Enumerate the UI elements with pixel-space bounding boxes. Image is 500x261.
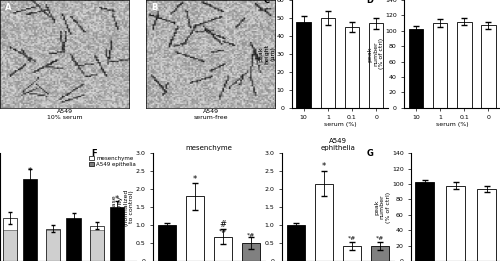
Bar <box>369 23 384 108</box>
X-axis label: A549
10% serum: A549 10% serum <box>47 109 82 120</box>
Bar <box>90 230 104 261</box>
Bar <box>186 196 204 261</box>
Bar <box>371 246 390 261</box>
Text: C: C <box>264 0 270 5</box>
Bar <box>46 229 60 261</box>
Bar <box>478 189 496 261</box>
Bar <box>446 186 465 261</box>
Y-axis label: peak
number
(% of ctrl): peak number (% of ctrl) <box>367 38 384 69</box>
Bar <box>110 207 124 261</box>
X-axis label: serum (%): serum (%) <box>436 122 468 127</box>
Y-axis label: caspase
activity
(normalized
to control): caspase activity (normalized to control) <box>112 188 134 226</box>
Text: D: D <box>366 0 374 5</box>
Text: *#: *# <box>376 236 384 241</box>
Text: *#: *# <box>247 233 255 238</box>
Bar <box>23 179 38 261</box>
Bar <box>320 18 335 108</box>
Bar <box>416 182 434 261</box>
Text: *#: *# <box>219 229 227 234</box>
Bar <box>344 27 359 108</box>
Bar <box>343 246 361 261</box>
X-axis label: serum (%): serum (%) <box>324 122 356 127</box>
X-axis label: A549
serum-free: A549 serum-free <box>194 109 228 120</box>
Title: mesenchyme: mesenchyme <box>186 145 232 151</box>
Bar <box>90 226 104 261</box>
Bar <box>242 243 260 261</box>
Bar <box>158 225 176 261</box>
Bar <box>457 22 471 108</box>
Bar <box>409 29 424 108</box>
Title: A549
ephithelia: A549 ephithelia <box>321 138 356 151</box>
Bar <box>66 218 80 261</box>
Text: #: # <box>220 220 226 229</box>
Bar <box>214 236 232 261</box>
Text: *#: *# <box>348 236 356 241</box>
Bar <box>296 22 311 108</box>
Text: G: G <box>367 149 374 158</box>
Bar <box>481 25 496 108</box>
Legend: mesenchyme, A549 epithelia: mesenchyme, A549 epithelia <box>90 156 136 167</box>
Bar <box>3 218 17 261</box>
Bar <box>287 225 306 261</box>
Bar <box>3 230 17 261</box>
Text: A: A <box>5 3 12 12</box>
Bar <box>46 230 60 261</box>
Text: *: * <box>322 162 326 171</box>
Y-axis label: peak
number
(% of ctrl): peak number (% of ctrl) <box>374 192 390 223</box>
Text: B: B <box>151 3 158 12</box>
Text: F: F <box>91 149 96 158</box>
Text: *: * <box>114 195 119 204</box>
Bar <box>315 184 334 261</box>
Y-axis label: peak
height
(μm): peak height (μm) <box>258 44 275 64</box>
Text: *: * <box>28 167 32 176</box>
Text: *: * <box>193 175 197 184</box>
Bar <box>433 23 448 108</box>
